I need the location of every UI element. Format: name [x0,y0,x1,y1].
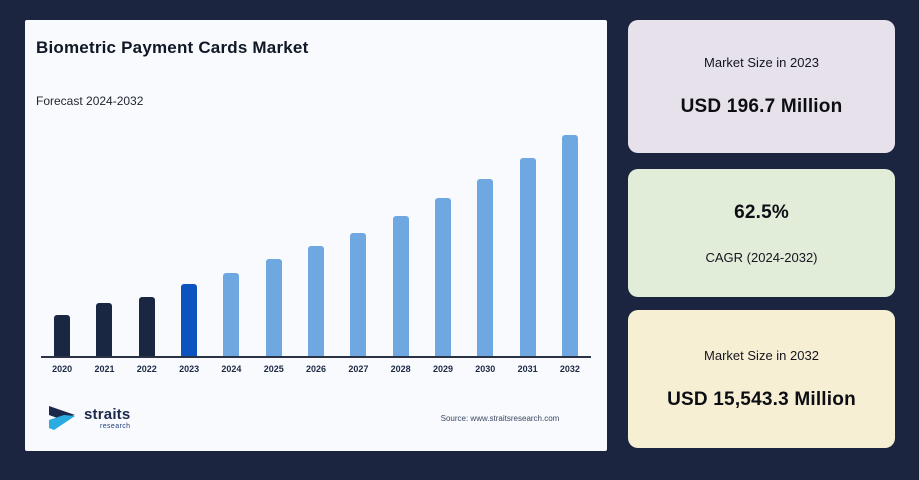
stat-label: Market Size in 2023 [704,55,819,70]
bar-2022 [138,297,155,356]
x-axis-label-2028: 2028 [390,364,411,374]
bar-2025 [265,259,282,356]
straits-arrow-icon [49,406,75,430]
bar-chart [41,133,591,356]
x-axis-label-2020: 2020 [52,364,73,374]
x-axis-line [41,356,591,358]
bar-2021 [96,303,113,356]
bar-column-2029 [422,133,464,356]
bar-2026 [308,246,325,356]
bar-column-2030 [464,133,506,356]
stat-label: CAGR (2024-2032) [705,249,818,265]
bar-2024 [223,273,240,356]
stat-card-cagr: 62.5% CAGR (2024-2032) [628,169,895,297]
stat-card-market-size-2023: Market Size in 2023 USD 196.7 Million [628,20,895,153]
bar-column-2032 [549,133,591,356]
bar-2027 [350,233,367,356]
stat-value: USD 15,543.3 Million [667,388,856,410]
bar-column-2027 [337,133,379,356]
x-axis-label-2025: 2025 [263,364,284,374]
logo-wordmark: straits research [84,407,130,430]
chart-title: Biometric Payment Cards Market [36,38,309,57]
stat-value: 62.5% [734,201,789,223]
bar-column-2026 [295,133,337,356]
bar-column-2031 [506,133,548,356]
chart-card: Biometric Payment Cards Market Forecast … [25,20,607,451]
straits-research-logo: straits research [45,400,130,436]
bar-2030 [477,179,494,356]
x-axis-label-2030: 2030 [475,364,496,374]
x-axis-label-2023: 2023 [179,364,200,374]
logo-subtitle: research [100,422,131,430]
x-axis-label-2032: 2032 [559,364,580,374]
stat-label: Market Size in 2032 [704,347,819,363]
x-axis-label-2026: 2026 [306,364,327,374]
stat-card-market-size-2032: Market Size in 2032 USD 15,543.3 Million [628,310,895,448]
bar-2020 [54,315,71,356]
bar-2028 [392,216,409,356]
bar-2029 [434,198,451,356]
bar-column-2023 [168,133,210,356]
bar-2032 [561,135,578,356]
bar-2031 [519,158,536,356]
source-attribution: Source: www.straitsresearch.com [440,414,560,423]
bar-column-2024 [210,133,252,356]
bar-2023 [181,284,198,356]
bar-column-2022 [126,133,168,356]
x-axis-label-2024: 2024 [221,364,242,374]
x-axis-label-2027: 2027 [348,364,369,374]
x-axis-label-2021: 2021 [94,364,115,374]
x-axis-label-2022: 2022 [136,364,157,374]
bar-column-2021 [83,133,125,356]
x-axis-label-2029: 2029 [432,364,453,374]
bar-column-2025 [253,133,295,356]
x-axis-labels: 2020 2021 2022 2023 2024 2025 2026 2027 2028 2029… [41,364,591,374]
bar-column-2020 [41,133,83,356]
stat-value: USD 196.7 Million [680,96,843,117]
bar-column-2028 [380,133,422,356]
x-axis-label-2031: 2031 [517,364,538,374]
logo-name: straits [84,405,131,423]
chart-subtitle: Forecast 2024-2032 [36,94,144,108]
